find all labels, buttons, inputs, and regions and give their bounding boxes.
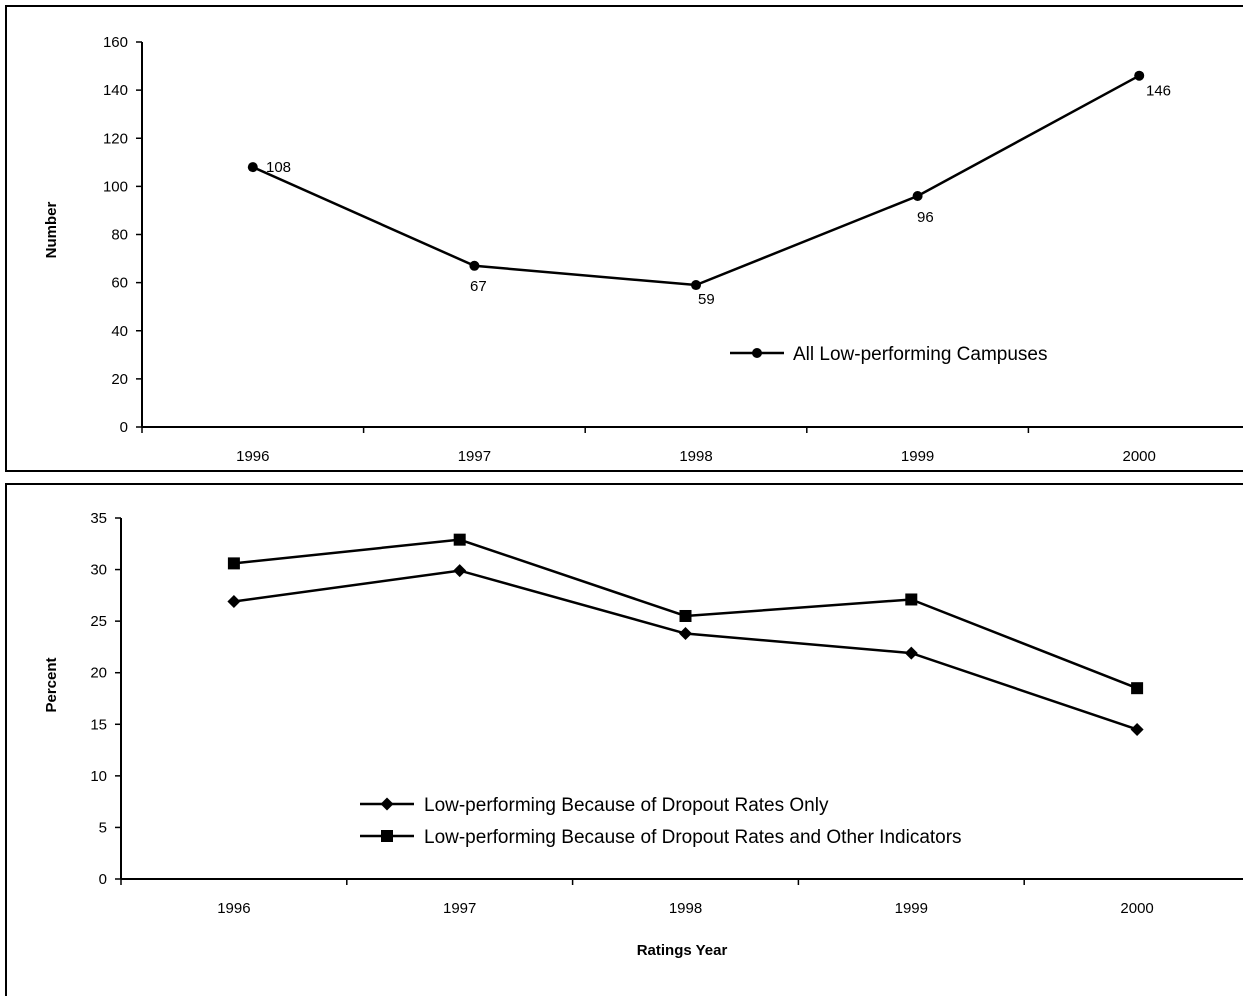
data-point-marker — [912, 191, 923, 201]
y-tick-label: 0 — [99, 871, 107, 888]
y-tick-label: 15 — [90, 716, 107, 733]
y-tick-label: 160 — [103, 34, 128, 51]
data-point-marker — [1130, 722, 1144, 736]
data-point-marker — [453, 564, 467, 578]
legend-marker — [380, 797, 394, 811]
x-tick-label: 1997 — [458, 448, 491, 465]
data-point-marker — [247, 162, 258, 173]
data-point-marker — [1131, 682, 1144, 695]
y-tick-label: 100 — [103, 178, 128, 195]
legend-marker — [381, 830, 393, 842]
y-tick-label: 80 — [111, 227, 128, 244]
data-label: 96 — [917, 209, 934, 226]
legend-label: Low-performing Because of Dropout Rates … — [424, 795, 829, 816]
y-tick-label: 25 — [90, 613, 107, 630]
legend-label: Low-performing Because of Dropout Rates … — [424, 827, 962, 848]
y-tick-label: 20 — [111, 371, 128, 388]
data-point-marker — [904, 646, 918, 660]
data-point-marker — [905, 593, 918, 606]
data-point-marker — [691, 280, 701, 291]
legend-label: All Low-performing Campuses — [793, 344, 1048, 365]
series-line — [252, 74, 1140, 287]
data-point-marker — [469, 260, 480, 271]
data-point-marker — [1134, 70, 1145, 81]
data-label: 59 — [698, 291, 715, 308]
data-label: 108 — [266, 159, 291, 176]
x-tick-label: 1998 — [679, 448, 712, 465]
y-axis-title: Number — [43, 202, 60, 259]
x-tick-label: 1999 — [901, 448, 934, 465]
x-tick-label: 1997 — [443, 900, 476, 917]
x-tick-label: 1998 — [669, 900, 702, 917]
y-tick-label: 30 — [90, 562, 107, 579]
x-tick-label: 2000 — [1123, 448, 1156, 465]
y-tick-label: 140 — [103, 82, 128, 99]
y-tick-label: 5 — [99, 819, 107, 836]
y-tick-label: 10 — [90, 768, 107, 785]
series-line — [233, 569, 1138, 731]
x-tick-label: 2000 — [1120, 900, 1153, 917]
x-tick-label: 1996 — [217, 900, 250, 917]
y-axis-title: Percent — [43, 657, 60, 712]
x-tick-label: 1996 — [236, 448, 269, 465]
y-tick-label: 60 — [111, 275, 128, 292]
y-tick-label: 35 — [90, 510, 107, 527]
chart-percent-panel — [5, 483, 1243, 996]
y-tick-label: 0 — [120, 419, 128, 436]
x-tick-label: 1999 — [895, 900, 928, 917]
data-point-marker — [453, 533, 466, 546]
data-point-marker — [679, 609, 692, 622]
data-point-marker — [679, 627, 692, 641]
y-tick-label: 20 — [90, 665, 107, 682]
data-label: 67 — [470, 278, 487, 295]
chart-number-panel — [5, 5, 1243, 472]
y-tick-label: 120 — [103, 130, 128, 147]
data-point-marker — [227, 595, 241, 609]
legend-marker — [752, 348, 762, 358]
data-point-marker — [227, 557, 240, 570]
data-label: 146 — [1146, 83, 1171, 100]
y-tick-label: 40 — [111, 323, 128, 340]
x-axis-title: Ratings Year — [637, 942, 728, 959]
